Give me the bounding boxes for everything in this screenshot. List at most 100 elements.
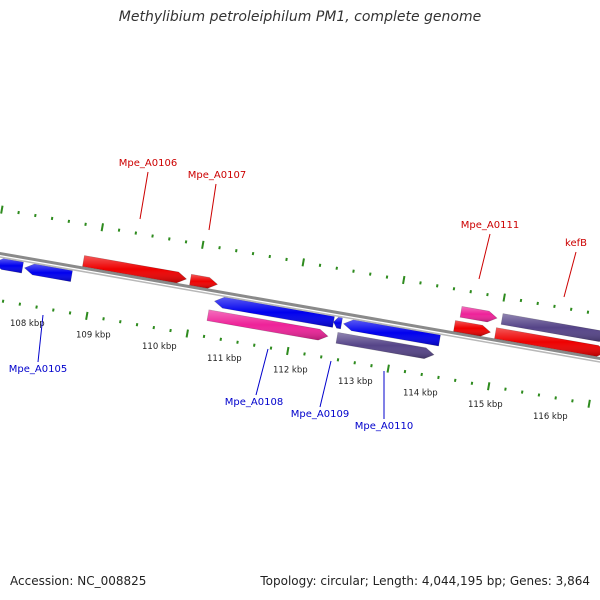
- scale-tick-outer: [318, 263, 322, 267]
- scale-tick-outer: [168, 237, 171, 241]
- scale-tick-outer: [251, 251, 255, 256]
- gene-feature-mpe-a0107-shading: [189, 274, 218, 289]
- kbp-scale-label: 114 kbp: [403, 389, 438, 399]
- scale-tick-inner: [437, 375, 440, 380]
- scale-tick-outer: [385, 275, 389, 279]
- gene-feature-mpe-a0111-shading: [453, 320, 491, 337]
- scale-tick-inner: [487, 382, 491, 391]
- scale-tick-inner: [102, 317, 105, 321]
- scale-tick-inner: [336, 358, 340, 362]
- gene-label-mpe-a0108: Mpe_A0108: [225, 397, 283, 408]
- gene-feature-kefb-shading: [494, 327, 600, 357]
- scale-tick-outer: [201, 240, 205, 249]
- scale-tick-inner: [403, 369, 407, 374]
- scale-tick-inner: [504, 387, 507, 391]
- scale-tick-outer: [452, 287, 456, 291]
- scale-tick-inner: [135, 323, 139, 327]
- scale-tick-outer: [184, 240, 188, 244]
- kbp-scale-label: 109 kbp: [76, 331, 111, 341]
- scale-tick-outer: [502, 293, 506, 302]
- scale-tick-outer: [435, 284, 439, 288]
- scale-tick-outer: [0, 205, 4, 214]
- scale-tick-inner: [236, 340, 239, 344]
- scale-tick-outer: [469, 290, 472, 294]
- scale-tick-outer: [569, 307, 573, 311]
- kbp-scale-label: 115 kbp: [468, 400, 503, 410]
- gene-label-mpe-a0111: Mpe_A0111: [461, 220, 519, 231]
- leader-line-mpe-a0106: [139, 171, 149, 220]
- scale-tick-outer: [67, 219, 71, 224]
- scale-tick-inner: [303, 352, 306, 356]
- scale-tick-inner: [202, 334, 206, 339]
- backbone-line-shadow: [0, 256, 600, 363]
- scale-tick-inner: [453, 378, 457, 382]
- scale-tick-inner: [269, 346, 273, 350]
- scale-tick-inner: [286, 346, 290, 356]
- scale-tick-outer: [17, 210, 20, 215]
- scale-tick-inner: [420, 372, 423, 377]
- map-title: Methylibium petroleiphilum PM1, complete…: [118, 9, 482, 25]
- kbp-scale-label: 116 kbp: [533, 412, 568, 422]
- backbone-line: [0, 251, 600, 361]
- scale-tick-inner: [520, 390, 524, 394]
- gene-label-kefb: kefB: [565, 238, 587, 249]
- gene-feature-kefb-rna-shading: [501, 313, 600, 342]
- gene-feature-mpe-a0106-shading: [82, 255, 187, 283]
- scale-tick-inner: [319, 355, 323, 359]
- scale-tick-outer: [301, 258, 305, 267]
- gene-feature-mpe-a0110-shading: [343, 319, 441, 346]
- scale-tick-outer: [285, 257, 288, 262]
- gene-label-mpe-a0110: Mpe_A0110: [355, 421, 413, 432]
- scale-tick-inner: [587, 399, 591, 408]
- scale-tick-inner: [152, 325, 156, 330]
- kbp-scale-label: 110 kbp: [142, 342, 177, 352]
- scale-tick-inner: [470, 381, 474, 385]
- scale-tick-outer: [419, 281, 422, 285]
- scale-tick-outer: [402, 275, 406, 285]
- scale-tick-inner: [253, 343, 256, 347]
- scale-tick-outer: [268, 254, 272, 259]
- scale-tick-outer: [586, 310, 590, 314]
- scale-tick-inner: [18, 302, 22, 306]
- scale-tick-outer: [50, 216, 54, 221]
- scale-tick-inner: [119, 320, 122, 324]
- gene-feature-mpe-a0105-shading: [24, 264, 73, 282]
- kbp-scale-label: 111 kbp: [207, 354, 242, 364]
- kbp-scale-label: 113 kbp: [338, 377, 373, 387]
- gene-feature-mpe-a0111-rna-shading: [460, 306, 498, 322]
- gene-feature-mpe-a0110-rna-shading: [336, 332, 434, 359]
- leader-line-mpe-a0105: [37, 314, 44, 363]
- gene-feature-mpe-a0108-rna-shading: [207, 309, 328, 341]
- scale-tick-outer: [352, 269, 355, 273]
- scale-tick-outer: [134, 231, 138, 235]
- gene-feature-mpe-a0109-shading: [333, 317, 343, 329]
- scale-tick-inner: [185, 329, 189, 338]
- leader-line-kefb: [563, 251, 577, 298]
- kbp-scale-label: 112 kbp: [273, 365, 308, 375]
- scale-tick-inner: [353, 361, 356, 365]
- kbp-scale-label: 108 kbp: [10, 319, 45, 329]
- scale-tick-outer: [369, 272, 372, 276]
- scale-tick-outer: [536, 301, 539, 306]
- leader-line-mpe-a0109: [319, 360, 332, 408]
- gene-feature-mpe-a0104-shading: [0, 258, 24, 273]
- scale-tick-inner: [537, 393, 541, 397]
- gene-label-mpe-a0105: Mpe_A0105: [9, 364, 67, 375]
- accession-text: Accession: NC_008825: [10, 574, 147, 588]
- scale-tick-outer: [486, 292, 489, 297]
- scale-tick-inner: [554, 396, 557, 400]
- scale-tick-inner: [85, 311, 89, 320]
- scale-tick-inner: [219, 337, 223, 341]
- scale-tick-outer: [151, 234, 154, 238]
- gene-label-mpe-a0109: Mpe_A0109: [291, 409, 349, 420]
- scale-tick-outer: [117, 228, 121, 232]
- scale-tick-inner: [571, 399, 574, 403]
- scale-tick-outer: [235, 249, 238, 253]
- leader-line-mpe-a0108: [255, 348, 269, 396]
- scale-tick-outer: [100, 223, 104, 232]
- scale-tick-outer: [519, 298, 523, 303]
- scale-tick-inner: [386, 364, 390, 373]
- scale-tick-inner: [1, 299, 5, 303]
